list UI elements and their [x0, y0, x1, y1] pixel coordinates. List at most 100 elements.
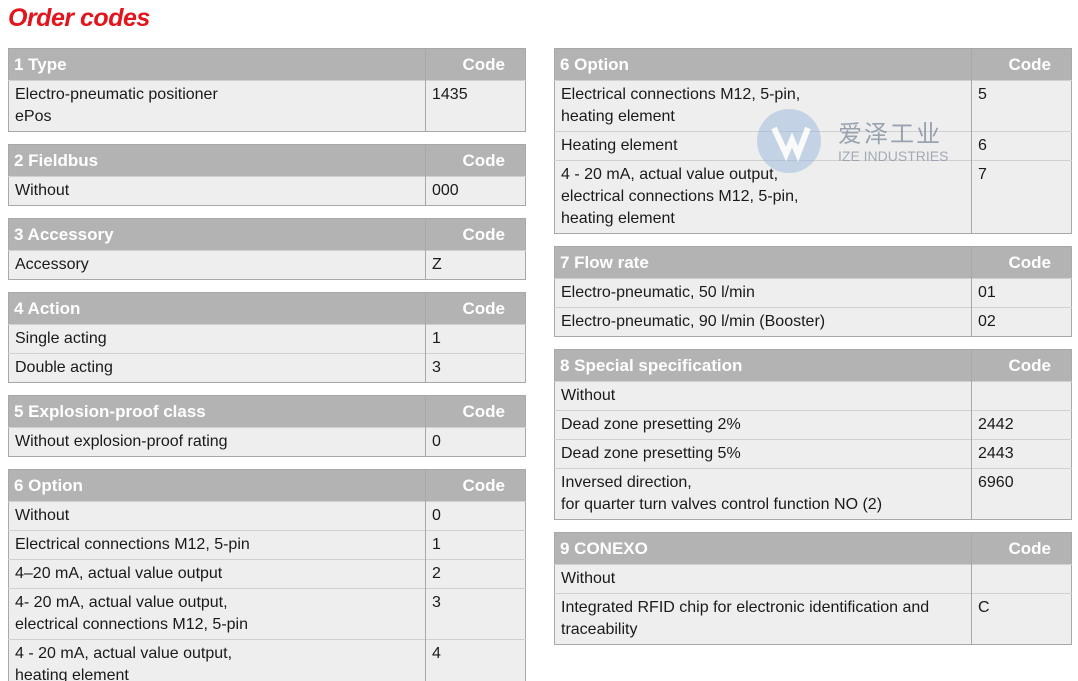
order-table: 1 Type Code Electro-pneumatic positioner e…: [8, 48, 526, 132]
description-cell: Electro-pneumatic, 50 l/min: [554, 278, 972, 308]
table-row: Double acting 3: [8, 353, 526, 383]
table-row: Electro-pneumatic, 50 l/min 01: [554, 278, 1072, 308]
table-row: Integrated RFID chip for electronic iden…: [554, 593, 1072, 645]
code-cell: 2: [425, 559, 526, 589]
code-cell: 7: [971, 160, 1072, 234]
order-table: 9 CONEXO Code Without Integrated RFID chip …: [554, 532, 1072, 645]
table-row: Without 000: [8, 176, 526, 206]
table-heading: 8 Special specification: [554, 349, 972, 382]
order-table: 6 Option Code Without 0 Electrical connectio…: [8, 469, 526, 681]
description-cell: Electrical connections M12, 5-pin, heati…: [554, 80, 972, 132]
table-row: Electro-pneumatic positioner ePos 1435: [8, 80, 526, 132]
table-heading: 6 Option: [554, 48, 972, 81]
watermark: 爱泽工业 IZE INDUSTRIES: [756, 108, 956, 174]
table-row: Electro-pneumatic, 90 l/min (Booster) 02: [554, 307, 1072, 337]
order-table: 6 Option Code Electrical connections M12, …: [554, 48, 1072, 234]
header-row: 7 Flow rate Code: [554, 246, 1072, 279]
code-cell: 3: [425, 353, 526, 383]
table-row: 4- 20 mA, actual value output, electrica…: [8, 588, 526, 640]
table-row: 4 - 20 mA, actual value output, electric…: [554, 160, 1072, 234]
table-row: Without 0: [8, 501, 526, 531]
description-cell: Accessory: [8, 250, 426, 280]
code-cell: 02: [971, 307, 1072, 337]
table-row: Without: [554, 381, 1072, 411]
description-cell: Electro-pneumatic positioner ePos: [8, 80, 426, 132]
code-heading: Code: [971, 48, 1072, 81]
code-cell: 4: [425, 639, 526, 681]
code-cell: Z: [425, 250, 526, 280]
table-row: Electrical connections M12, 5-pin 1: [8, 530, 526, 560]
table-row: Inversed direction, for quarter turn val…: [554, 468, 1072, 520]
code-cell: 0: [425, 427, 526, 457]
description-cell: 4 - 20 mA, actual value output, heating …: [8, 639, 426, 681]
header-row: 6 Option Code: [8, 469, 526, 502]
header-row: 3 Accessory Code: [8, 218, 526, 251]
table-row: Accessory Z: [8, 250, 526, 280]
table-heading: 9 CONEXO: [554, 532, 972, 565]
table-heading: 5 Explosion-proof class: [8, 395, 426, 428]
table-heading: 6 Option: [8, 469, 426, 502]
code-cell: 0: [425, 501, 526, 531]
description-cell: Dead zone presetting 5%: [554, 439, 972, 469]
watermark-name: IZE INDUSTRIES: [838, 148, 949, 164]
table-row: 4 - 20 mA, actual value output, heating …: [8, 639, 526, 681]
code-heading: Code: [425, 395, 526, 428]
order-table: 2 Fieldbus Code Without 000: [8, 144, 526, 206]
code-cell: [971, 381, 1072, 411]
order-table: 7 Flow rate Code Electro-pneumatic, 50 l/m…: [554, 246, 1072, 337]
order-table: 5 Explosion-proof class Code Without explo…: [8, 395, 526, 457]
header-row: 1 Type Code: [8, 48, 526, 81]
code-cell: 3: [425, 588, 526, 640]
order-table: 8 Special specification Code Without Dead z…: [554, 349, 1072, 520]
code-cell: 000: [425, 176, 526, 206]
description-cell: Without: [554, 381, 972, 411]
table-row: 4–20 mA, actual value output 2: [8, 559, 526, 589]
page-title: Order codes: [8, 4, 150, 32]
description-cell: Without: [554, 564, 972, 594]
code-heading: Code: [971, 246, 1072, 279]
table-row: Dead zone presetting 5% 2443: [554, 439, 1072, 469]
right-column: 6 Option Code Electrical connections M12, …: [554, 48, 1072, 657]
description-cell: 4–20 mA, actual value output: [8, 559, 426, 589]
table-row: Electrical connections M12, 5-pin, heati…: [554, 80, 1072, 132]
code-cell: 2442: [971, 410, 1072, 440]
code-heading: Code: [971, 349, 1072, 382]
code-heading: Code: [971, 532, 1072, 565]
code-heading: Code: [425, 48, 526, 81]
code-heading: Code: [425, 218, 526, 251]
code-cell: 01: [971, 278, 1072, 308]
description-cell: Electro-pneumatic, 90 l/min (Booster): [554, 307, 972, 337]
order-table: 4 Action Code Single acting 1 Double acting 3: [8, 292, 526, 383]
table-row: Single acting 1: [8, 324, 526, 354]
description-cell: 4 - 20 mA, actual value output, electric…: [554, 160, 972, 234]
description-cell: Without explosion-proof rating: [8, 427, 426, 457]
header-row: 8 Special specification Code: [554, 349, 1072, 382]
code-cell: 1: [425, 530, 526, 560]
table-heading: 1 Type: [8, 48, 426, 81]
table-row: Without explosion-proof rating 0: [8, 427, 526, 457]
description-cell: Heating element: [554, 131, 972, 161]
code-heading: Code: [425, 144, 526, 177]
description-cell: Integrated RFID chip for electronic iden…: [554, 593, 972, 645]
header-row: 9 CONEXO Code: [554, 532, 1072, 565]
description-cell: Double acting: [8, 353, 426, 383]
code-cell: C: [971, 593, 1072, 645]
watermark-logo: [757, 109, 821, 173]
description-cell: Inversed direction, for quarter turn val…: [554, 468, 972, 520]
table-heading: 3 Accessory: [8, 218, 426, 251]
code-cell: 2443: [971, 439, 1072, 469]
header-row: 2 Fieldbus Code: [8, 144, 526, 177]
header-row: 4 Action Code: [8, 292, 526, 325]
table-heading: 2 Fieldbus: [8, 144, 426, 177]
code-cell: 6: [971, 131, 1072, 161]
code-heading: Code: [425, 292, 526, 325]
header-row: 6 Option Code: [554, 48, 1072, 81]
code-cell: 6960: [971, 468, 1072, 520]
left-column: 1 Type Code Electro-pneumatic positioner e…: [8, 48, 526, 681]
watermark-brand: 爱泽工业: [838, 120, 942, 148]
description-cell: Without: [8, 501, 426, 531]
table-row: Without: [554, 564, 1072, 594]
header-row: 5 Explosion-proof class Code: [8, 395, 526, 428]
code-cell: 5: [971, 80, 1072, 132]
